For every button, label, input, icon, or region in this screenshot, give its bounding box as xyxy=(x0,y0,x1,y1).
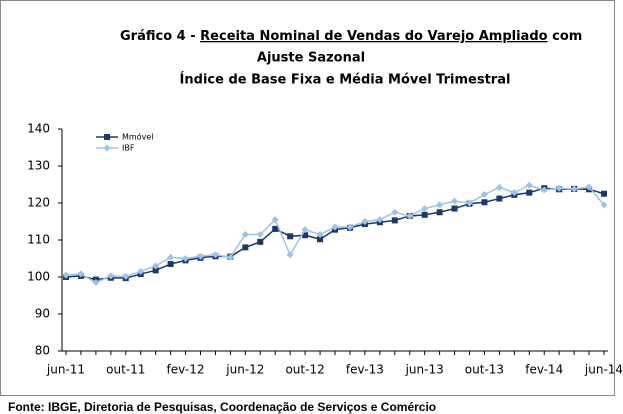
point xyxy=(346,223,354,231)
point xyxy=(480,190,488,198)
point xyxy=(391,208,399,216)
x-tick-label: jun-11 xyxy=(46,363,85,377)
point xyxy=(104,134,110,140)
point xyxy=(226,253,234,261)
point xyxy=(406,212,414,220)
point xyxy=(257,238,264,245)
y-tick-label: 100 xyxy=(27,270,50,284)
point xyxy=(103,144,111,152)
x-tick-label: jun-12 xyxy=(225,363,264,377)
point xyxy=(466,199,473,207)
point xyxy=(272,225,279,232)
y-tick-label: 140 xyxy=(27,122,50,136)
point xyxy=(421,205,429,213)
x-tick-label: fev-12 xyxy=(167,363,205,377)
y-tick-label: 120 xyxy=(27,196,50,210)
title-label: Gráfico 4 - xyxy=(120,29,196,44)
point xyxy=(421,211,428,218)
chart-frame xyxy=(0,0,615,396)
point xyxy=(256,230,264,238)
legend-label: Mmóvel xyxy=(122,132,153,142)
point xyxy=(152,262,160,270)
point xyxy=(585,183,593,191)
point xyxy=(436,209,443,216)
point xyxy=(376,216,384,224)
point xyxy=(510,189,518,197)
title-underlined: Receita Nominal de Vendas do Varejo Ampl… xyxy=(200,29,547,44)
chart-title: Gráfico 4 - Receita Nominal de Vendas do… xyxy=(120,29,582,44)
title-suffix: com xyxy=(552,29,582,44)
point xyxy=(107,272,115,280)
point xyxy=(122,272,130,280)
point xyxy=(570,185,578,193)
point xyxy=(331,223,339,231)
point xyxy=(481,199,488,206)
x-tick-label: jun-14 xyxy=(584,363,623,377)
subtitle: Ajuste Sazonal xyxy=(257,51,365,66)
x-tick-label: fev-14 xyxy=(525,363,563,377)
point xyxy=(77,270,85,278)
point xyxy=(62,271,70,279)
point xyxy=(451,197,459,205)
x-tick-label: out-12 xyxy=(285,363,324,377)
point xyxy=(436,201,444,209)
point xyxy=(197,252,204,260)
y-tick-label: 110 xyxy=(27,233,50,247)
point xyxy=(525,181,533,189)
y-tick-label: 130 xyxy=(27,159,50,173)
y-tick-label: 90 xyxy=(35,307,50,321)
point xyxy=(361,218,369,225)
point xyxy=(137,267,145,275)
point xyxy=(182,255,190,262)
point xyxy=(241,230,249,238)
point xyxy=(496,195,503,202)
subtitle: Índice de Base Fixa e Média Móvel Trimes… xyxy=(180,72,511,88)
point xyxy=(302,232,309,239)
y-tick-label: 80 xyxy=(35,344,50,358)
source: Fonte: IBGE, Diretoria de Pesquisas, Coo… xyxy=(8,400,436,414)
point xyxy=(316,230,324,238)
x-tick-label: fev-13 xyxy=(346,363,384,377)
point xyxy=(167,261,174,268)
point xyxy=(271,216,279,224)
point xyxy=(152,267,159,274)
legend-label: IBF xyxy=(122,144,135,153)
point xyxy=(211,251,219,259)
point xyxy=(286,251,294,259)
point xyxy=(92,279,100,287)
x-tick-label: out-13 xyxy=(465,363,504,377)
point xyxy=(451,205,458,212)
point xyxy=(301,226,309,234)
x-tick-label: jun-13 xyxy=(405,363,444,377)
point xyxy=(495,183,503,191)
point xyxy=(540,186,548,194)
point xyxy=(317,236,324,243)
point xyxy=(242,244,249,251)
point xyxy=(167,253,175,261)
point xyxy=(526,189,533,196)
point xyxy=(391,217,398,224)
point xyxy=(600,201,608,209)
point xyxy=(555,184,563,192)
point xyxy=(601,190,607,197)
x-tick-label: out-11 xyxy=(106,363,145,377)
point xyxy=(287,233,294,240)
